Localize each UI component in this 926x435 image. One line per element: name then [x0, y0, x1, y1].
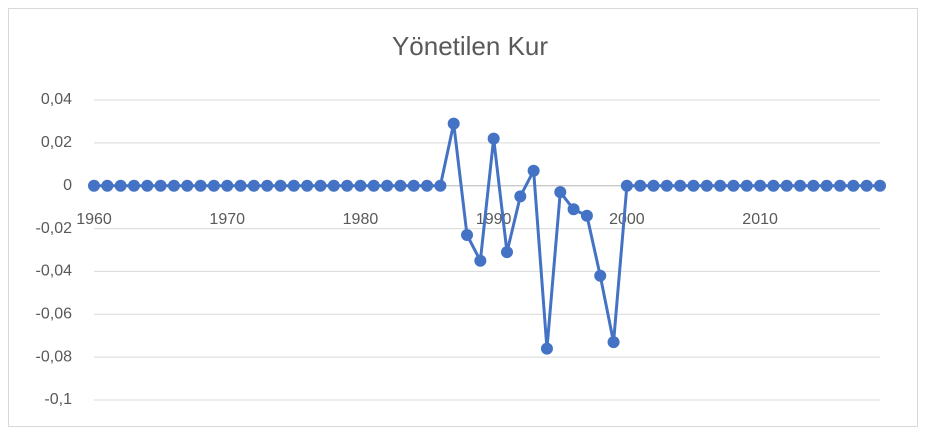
- marker: [341, 179, 354, 192]
- x-tick-label: 1980: [343, 211, 379, 228]
- marker: [354, 179, 367, 192]
- marker: [554, 186, 567, 199]
- marker: [540, 342, 553, 355]
- marker: [874, 179, 886, 192]
- marker: [88, 179, 100, 192]
- marker: [794, 179, 807, 192]
- marker: [314, 179, 327, 192]
- y-tick-label: -0,02: [36, 220, 73, 237]
- marker: [181, 179, 194, 192]
- marker: [194, 179, 207, 192]
- marker: [234, 179, 247, 192]
- marker: [620, 179, 633, 192]
- marker: [287, 179, 300, 192]
- marker: [674, 179, 687, 192]
- marker: [647, 179, 660, 192]
- marker: [834, 179, 847, 192]
- marker: [101, 179, 114, 192]
- marker: [474, 254, 487, 267]
- marker: [207, 179, 220, 192]
- marker: [807, 179, 820, 192]
- marker: [461, 229, 474, 241]
- y-tick-label: -0,08: [36, 348, 73, 365]
- marker: [261, 179, 274, 192]
- marker: [127, 179, 140, 192]
- marker: [114, 179, 127, 192]
- marker: [740, 179, 753, 192]
- marker: [301, 179, 314, 192]
- marker: [221, 179, 234, 192]
- marker: [780, 179, 793, 192]
- marker: [434, 179, 447, 192]
- y-tick-label: 0,04: [41, 91, 72, 108]
- chart-title: Yönetilen Kur: [392, 31, 548, 61]
- marker: [394, 179, 407, 192]
- y-tick-label: -0,04: [36, 263, 73, 280]
- marker: [514, 190, 527, 203]
- marker: [714, 179, 727, 192]
- marker: [367, 179, 380, 192]
- marker: [527, 164, 540, 177]
- x-tick-label: 1960: [76, 211, 112, 228]
- marker: [607, 336, 620, 349]
- marker: [860, 179, 873, 192]
- marker: [154, 179, 167, 192]
- y-tick-label: -0,06: [36, 306, 73, 323]
- marker: [167, 179, 180, 192]
- marker: [580, 209, 593, 222]
- marker: [447, 117, 460, 130]
- chart-border: [8, 8, 918, 427]
- marker: [500, 246, 513, 259]
- marker: [381, 179, 394, 192]
- marker: [634, 179, 647, 192]
- y-tick-label: 0,02: [41, 134, 72, 151]
- marker: [687, 179, 700, 192]
- y-tick-label: 0: [63, 177, 72, 194]
- x-tick-label: 1970: [209, 211, 245, 228]
- marker: [767, 179, 780, 192]
- marker: [141, 179, 154, 192]
- marker: [487, 132, 500, 145]
- x-tick-label: 2000: [609, 211, 645, 228]
- marker: [407, 179, 420, 192]
- y-tick-label: -0,1: [44, 391, 72, 408]
- marker: [847, 179, 860, 192]
- marker: [247, 179, 260, 192]
- x-tick-label: 2010: [742, 211, 778, 228]
- marker: [327, 179, 340, 192]
- marker: [820, 179, 833, 192]
- x-tick-label: 1990: [476, 211, 512, 228]
- marker: [727, 179, 740, 192]
- marker: [567, 203, 580, 216]
- marker: [421, 179, 434, 192]
- marker: [660, 179, 673, 192]
- marker: [274, 179, 287, 192]
- marker: [700, 179, 713, 192]
- marker: [594, 269, 607, 282]
- marker: [754, 179, 767, 192]
